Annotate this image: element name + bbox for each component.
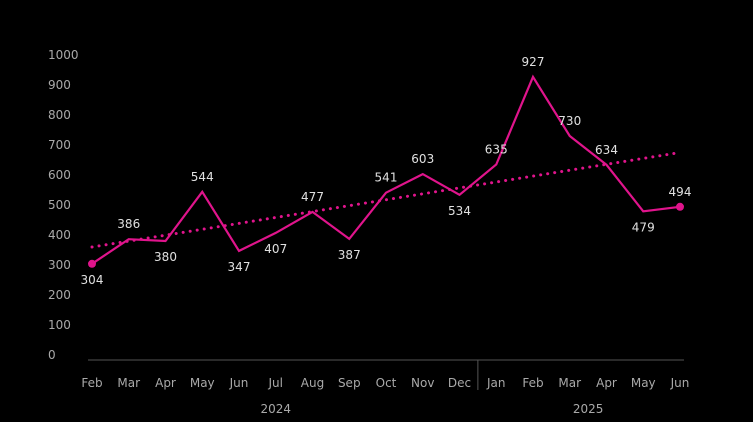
y-tick-label: 500 [48, 198, 71, 212]
y-tick-label: 600 [48, 168, 71, 182]
y-tick-label: 900 [48, 78, 71, 92]
y-tick-label: 800 [48, 108, 71, 122]
data-labels: 304 386 380 544 347 407 477 387 541 603 534 635 927 7… [81, 55, 692, 287]
x-tick-label: May [190, 376, 215, 390]
x-tick-label: Jun [229, 376, 249, 390]
x-tick-label: Oct [376, 376, 397, 390]
data-label: 479 [632, 220, 655, 234]
y-tick-label: 400 [48, 228, 71, 242]
data-label: 386 [117, 217, 140, 231]
x-tick-label: May [631, 376, 656, 390]
y-tick-label: 1000 [48, 48, 79, 62]
series-end-marker [676, 202, 684, 211]
data-label: 634 [595, 143, 618, 157]
trendline [90, 151, 682, 249]
x-tick-label: Mar [117, 376, 140, 390]
x-tick-label: Feb [522, 376, 543, 390]
data-label: 494 [669, 185, 692, 199]
x-tick-label: Jun [670, 376, 690, 390]
x-tick-label: Sep [338, 376, 361, 390]
y-tick-label: 300 [48, 258, 71, 272]
x-tick-label: Jul [268, 376, 283, 390]
data-label: 347 [228, 260, 251, 274]
x-tick-label: Apr [155, 376, 176, 390]
x-tick-label: Aug [301, 376, 324, 390]
x-axis-ticks: Feb Mar Apr May Jun Jul Aug Sep Oct Nov Dec Jan Feb M… [81, 376, 689, 390]
x-tick-label: Nov [411, 376, 434, 390]
series-start-marker [88, 259, 96, 268]
x-tick-label: Jan [486, 376, 506, 390]
data-label: 387 [338, 248, 361, 262]
year-label: 2025 [573, 402, 604, 416]
x-tick-label: Feb [81, 376, 102, 390]
data-label: 380 [154, 250, 177, 264]
series-line [91, 74, 681, 265]
x-tick-label: Apr [596, 376, 617, 390]
data-label: 407 [264, 242, 287, 256]
year-label: 2024 [260, 402, 291, 416]
data-label: 477 [301, 190, 324, 204]
data-label: 534 [448, 204, 471, 218]
data-label: 544 [191, 170, 214, 184]
data-label: 635 [485, 143, 508, 157]
year-labels: 2024 2025 [260, 402, 603, 416]
data-label: 603 [411, 152, 434, 166]
y-tick-label: 200 [48, 288, 71, 302]
data-label: 541 [375, 171, 398, 185]
y-axis-ticks: 0 100 200 300 400 500 600 700 800 900 1000 [48, 48, 79, 362]
x-tick-label: Mar [558, 376, 581, 390]
data-label: 304 [81, 273, 104, 287]
data-label: 927 [522, 55, 545, 69]
y-tick-label: 0 [48, 348, 56, 362]
data-label: 730 [558, 114, 581, 128]
y-tick-label: 100 [48, 318, 71, 332]
series-markers [88, 202, 684, 268]
x-tick-label: Dec [448, 376, 471, 390]
y-tick-label: 700 [48, 138, 71, 152]
